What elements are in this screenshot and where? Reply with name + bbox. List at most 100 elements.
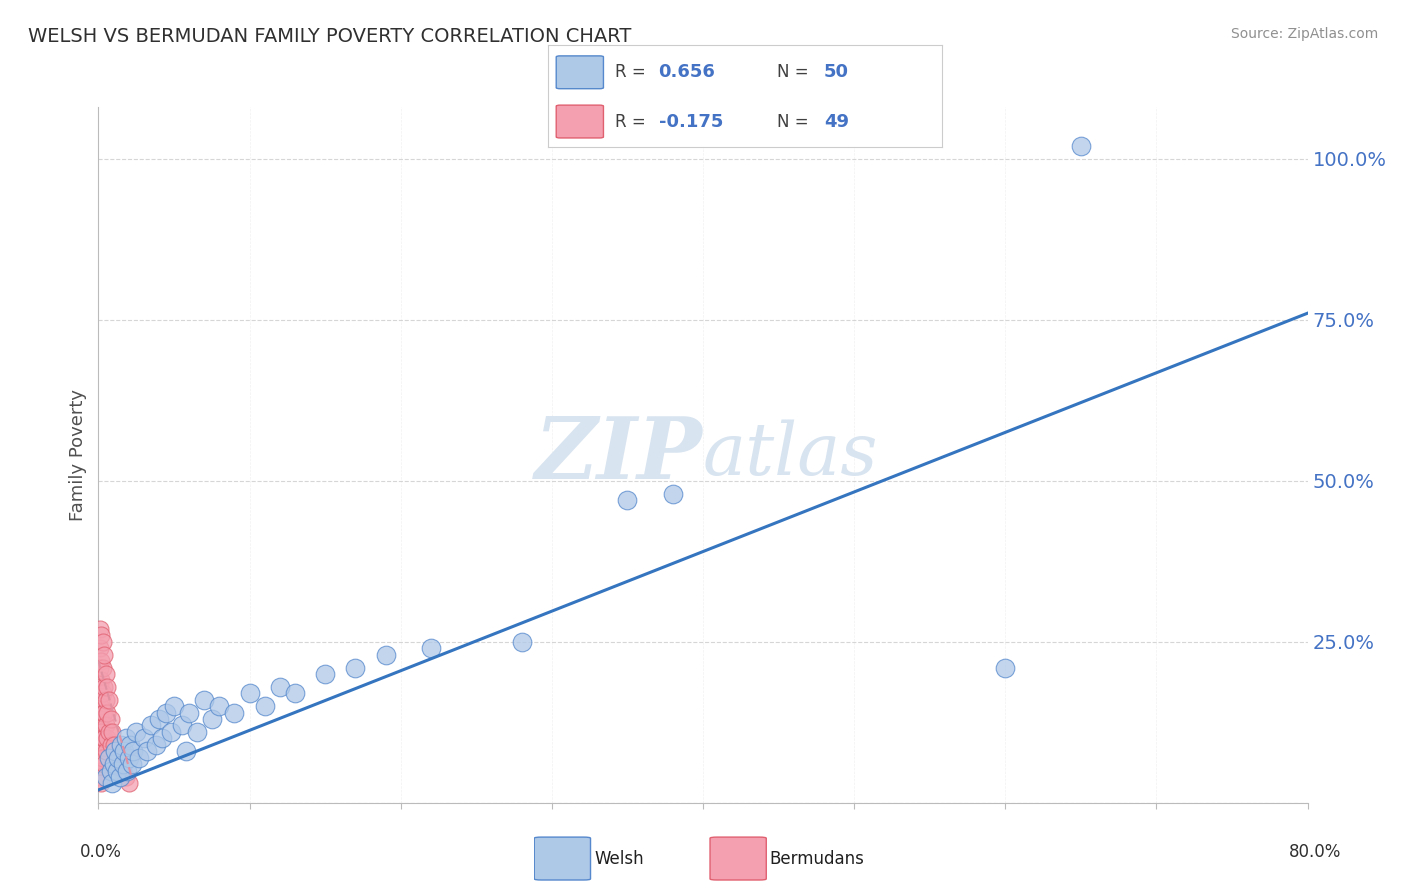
Point <box>100 764 122 778</box>
Point <box>269 680 291 694</box>
Point <box>94 744 117 758</box>
Point <box>994 660 1017 674</box>
Point <box>89 770 111 784</box>
Text: R =: R = <box>616 112 651 130</box>
Point <box>103 757 125 772</box>
Point <box>239 686 262 700</box>
Point <box>224 706 246 720</box>
Point <box>122 744 145 758</box>
Point <box>91 686 114 700</box>
Point <box>90 712 112 726</box>
FancyBboxPatch shape <box>534 837 591 880</box>
Point <box>121 757 143 772</box>
Point <box>103 738 125 752</box>
Text: Source: ZipAtlas.com: Source: ZipAtlas.com <box>1230 27 1378 41</box>
Point <box>89 641 111 656</box>
Point <box>89 731 111 746</box>
Point <box>94 667 117 681</box>
Text: R =: R = <box>616 63 651 81</box>
Text: Welsh: Welsh <box>593 849 644 868</box>
Text: WELSH VS BERMUDAN FAMILY POVERTY CORRELATION CHART: WELSH VS BERMUDAN FAMILY POVERTY CORRELA… <box>28 27 631 45</box>
Text: 0.0%: 0.0% <box>80 843 122 861</box>
Point <box>98 692 121 706</box>
Point <box>89 699 111 714</box>
Point <box>89 744 111 758</box>
Text: ZIP: ZIP <box>536 413 703 497</box>
Point <box>344 660 367 674</box>
Text: N =: N = <box>776 63 814 81</box>
Point <box>101 776 124 790</box>
Point <box>118 750 141 764</box>
Point <box>91 634 114 648</box>
Point <box>98 750 121 764</box>
Point <box>125 725 148 739</box>
Point <box>253 699 276 714</box>
Point <box>174 744 197 758</box>
Point <box>90 725 112 739</box>
Point <box>186 725 208 739</box>
Point <box>110 738 132 752</box>
Point <box>284 686 307 700</box>
Point <box>148 712 170 726</box>
Text: 80.0%: 80.0% <box>1288 843 1341 861</box>
Point <box>145 738 167 752</box>
Point <box>193 692 215 706</box>
Point <box>96 731 118 746</box>
Point <box>141 718 163 732</box>
Point <box>118 776 141 790</box>
Point <box>94 718 117 732</box>
Point <box>96 706 118 720</box>
Point <box>90 692 112 706</box>
Point <box>98 725 121 739</box>
Point <box>510 634 533 648</box>
Point <box>177 706 201 720</box>
Point <box>135 744 157 758</box>
Point <box>89 680 111 694</box>
Point <box>94 692 117 706</box>
Point <box>93 648 115 662</box>
Text: N =: N = <box>776 112 814 130</box>
Point <box>208 699 231 714</box>
Point <box>111 757 134 772</box>
Text: 50: 50 <box>824 63 849 81</box>
Point <box>90 628 112 642</box>
Point <box>112 744 135 758</box>
Point <box>661 486 683 500</box>
Point <box>91 706 114 720</box>
Point <box>91 731 114 746</box>
Point <box>91 660 114 674</box>
Point <box>120 738 142 752</box>
Point <box>89 622 111 636</box>
Point <box>89 757 111 772</box>
Point <box>160 725 183 739</box>
Point <box>89 660 111 674</box>
Point <box>90 764 112 778</box>
Point <box>114 770 136 784</box>
Point <box>104 744 127 758</box>
Point <box>93 757 115 772</box>
Point <box>150 731 173 746</box>
Point <box>314 667 336 681</box>
Point <box>91 750 114 764</box>
Point <box>163 699 186 714</box>
Point <box>105 750 128 764</box>
Point <box>90 738 112 752</box>
Point <box>96 680 118 694</box>
FancyBboxPatch shape <box>557 56 603 88</box>
Point <box>1070 138 1092 153</box>
Text: Bermudans: Bermudans <box>770 849 865 868</box>
FancyBboxPatch shape <box>710 837 766 880</box>
Point <box>89 718 111 732</box>
Point <box>107 750 129 764</box>
Point <box>201 712 224 726</box>
Point <box>374 648 396 662</box>
Point <box>419 641 441 656</box>
Text: 0.656: 0.656 <box>658 63 716 81</box>
Point <box>128 750 150 764</box>
Point <box>93 680 115 694</box>
Point <box>111 764 134 778</box>
Point <box>108 770 131 784</box>
Point <box>170 718 193 732</box>
Text: -0.175: -0.175 <box>658 112 723 130</box>
Point <box>101 725 124 739</box>
